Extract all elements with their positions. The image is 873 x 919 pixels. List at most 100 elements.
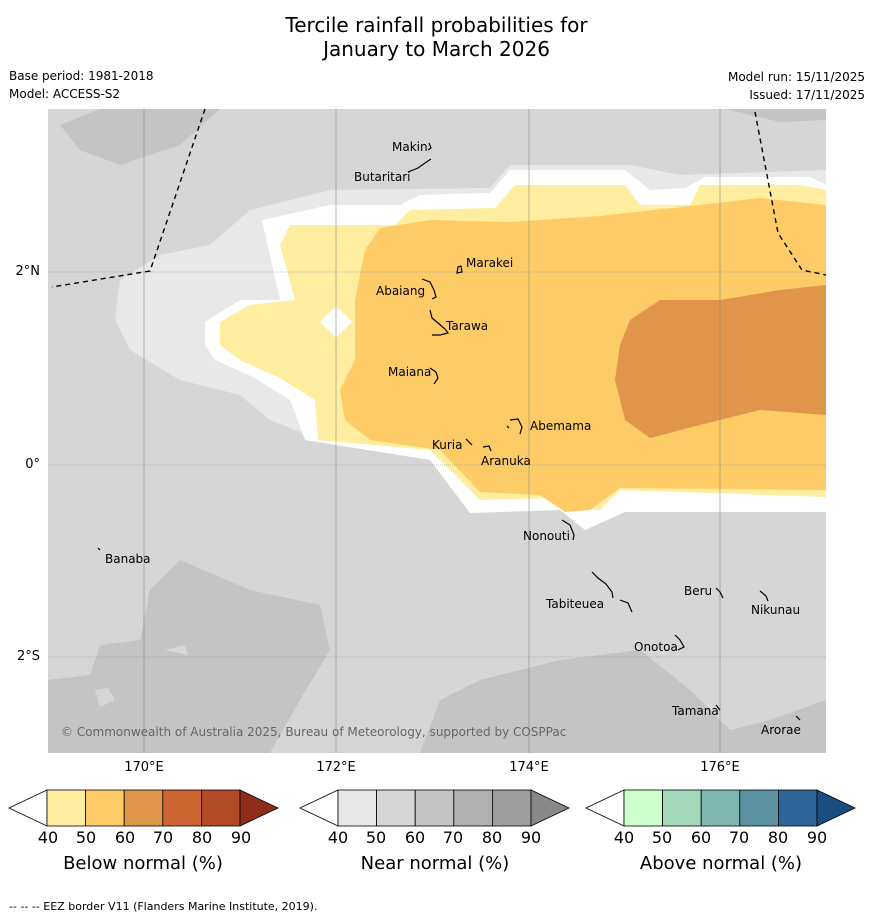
island-label-nikunau: Nikunau — [751, 603, 800, 617]
island-label-makin: Makin — [392, 140, 428, 154]
title-line-1: Tercile rainfall probabilities for — [285, 13, 588, 37]
colorbar-near-segment-1 — [337, 789, 377, 827]
colorbar-above-over — [816, 789, 856, 827]
cb-below-tick-90: 90 — [230, 828, 252, 847]
lat-label-2s: 2°S — [16, 649, 40, 664]
island-label-butaritari: Butaritari — [354, 170, 411, 184]
island-shape-nonouti — [561, 519, 575, 541]
island-shape-tarawa — [429, 309, 450, 336]
cb-near-tick-50: 50 — [365, 828, 387, 847]
island-shape-abemama-islet — [506, 425, 510, 429]
near-normal-spot — [95, 688, 115, 707]
colorbar-near-segment-3 — [414, 789, 455, 827]
issued-date: Issued: 17/11/2025 — [749, 88, 865, 102]
island-shape-tabiteuea-south — [619, 599, 633, 613]
island-shape-tamana — [715, 704, 721, 711]
colorbar-above-segment-1 — [623, 789, 663, 827]
island-label-tamana: Tamana — [671, 704, 719, 718]
colorbar-below — [8, 789, 279, 827]
island-label-tabiteuea: Tabiteuea — [545, 597, 604, 611]
cb-above-tick-50: 50 — [651, 828, 673, 847]
island-shape-arorae — [795, 715, 801, 721]
near-normal-50-bottom-right — [420, 650, 826, 753]
cb-near-tick-80: 80 — [481, 828, 503, 847]
island-shape-marakei — [456, 265, 463, 274]
colorbar-near — [299, 789, 570, 827]
island-label-marakei: Marakei — [466, 256, 513, 270]
cb-near-tick-90: 90 — [520, 828, 542, 847]
cb-above-tick-40: 40 — [613, 828, 635, 847]
colorbar-above-segment-4 — [739, 789, 779, 827]
cb-near-tick-40: 40 — [327, 828, 349, 847]
colorbar-above-segment-5 — [778, 789, 818, 827]
island-label-abaiang: Abaiang — [376, 284, 425, 298]
below-normal-60-zone — [615, 285, 826, 438]
colorbar-below-under — [8, 789, 48, 827]
cb-above-tick-80: 80 — [767, 828, 789, 847]
cb-near-tick-60: 60 — [404, 828, 426, 847]
colorbar-above-under — [585, 789, 625, 827]
cb-below-tick-50: 50 — [75, 828, 97, 847]
lat-label-0: 0° — [25, 457, 40, 472]
island-shape-onotoa — [674, 634, 685, 651]
lon-label-172: 172°E — [316, 760, 356, 775]
lat-label-2n: 2°N — [15, 264, 41, 279]
island-label-beru: Beru — [684, 584, 712, 598]
colorbar-near-segment-4 — [453, 789, 493, 827]
below-normal-50-zone — [340, 198, 826, 512]
island-outlines — [97, 142, 801, 721]
footer-note: -- -- -- EEZ border V11 (Flanders Marine… — [9, 900, 318, 913]
colorbar-near-segment-2 — [376, 789, 416, 827]
grid-lines — [48, 109, 826, 753]
near-normal-spot-2 — [165, 645, 188, 655]
eez-border-west — [51, 109, 206, 288]
island-label-maiana: Maiana — [388, 365, 431, 379]
near-normal-50-top-left — [60, 109, 220, 165]
near-normal-50-bottom-left — [48, 560, 330, 753]
lon-label-176: 176°E — [700, 760, 740, 775]
island-label-abemama: Abemama — [530, 419, 591, 433]
near-normal-50-top-right — [725, 109, 826, 122]
colorbar-above — [585, 789, 856, 827]
colorbar-above-segment-3 — [700, 789, 741, 827]
copyright-notice: © Commonwealth of Australia 2025, Bureau… — [61, 725, 566, 739]
island-shape-abemama — [509, 418, 523, 435]
island-shape-makin — [427, 142, 432, 151]
cb-below-tick-40: 40 — [37, 828, 59, 847]
colorbar-below-segment-2 — [85, 789, 125, 827]
colorbar-below-segment-4 — [162, 789, 202, 827]
cb-above-tick-60: 60 — [690, 828, 712, 847]
colorbar-below-over — [239, 789, 279, 827]
island-shape-kuria — [465, 438, 473, 446]
island-shape-tabiteuea-north — [591, 571, 614, 599]
eez-border-east — [754, 111, 826, 276]
island-shape-banaba — [97, 547, 101, 551]
colorbar-above-segment-2 — [662, 789, 702, 827]
eez-border — [51, 109, 826, 288]
colorbar-near-segment-5 — [491, 789, 532, 827]
island-label-banaba: Banaba — [105, 552, 151, 566]
island-shape-aranuka — [482, 445, 492, 452]
title-line-2: January to March 2026 — [323, 37, 550, 61]
model-run: Model run: 15/11/2025 — [727, 70, 865, 84]
cb-above-label: Above normal (%) — [639, 853, 803, 874]
island-labels: Makin Butaritari Marakei Abaiang Tarawa … — [105, 140, 801, 737]
cb-below-tick-60: 60 — [114, 828, 136, 847]
island-label-arorae: Arorae — [761, 723, 801, 737]
cb-above-tick-70: 70 — [728, 828, 750, 847]
cb-near-tick-70: 70 — [442, 828, 464, 847]
cb-near-label: Near normal (%) — [360, 853, 510, 874]
model-name: Model: ACCESS-S2 — [9, 87, 121, 101]
island-label-tarawa: Tarawa — [445, 319, 488, 333]
colorbar-near-over — [530, 789, 570, 827]
colorbars — [8, 789, 856, 827]
base-period: Base period: 1981-2018 — [9, 69, 154, 83]
colorbar-below-segment-5 — [200, 789, 241, 827]
cb-below-label: Below normal (%) — [63, 853, 223, 874]
island-shape-maiana — [429, 367, 439, 385]
cb-below-tick-70: 70 — [152, 828, 174, 847]
lon-label-174: 174°E — [509, 760, 549, 775]
colorbar-below-segment-3 — [123, 789, 164, 827]
island-label-kuria: Kuria — [432, 438, 463, 452]
